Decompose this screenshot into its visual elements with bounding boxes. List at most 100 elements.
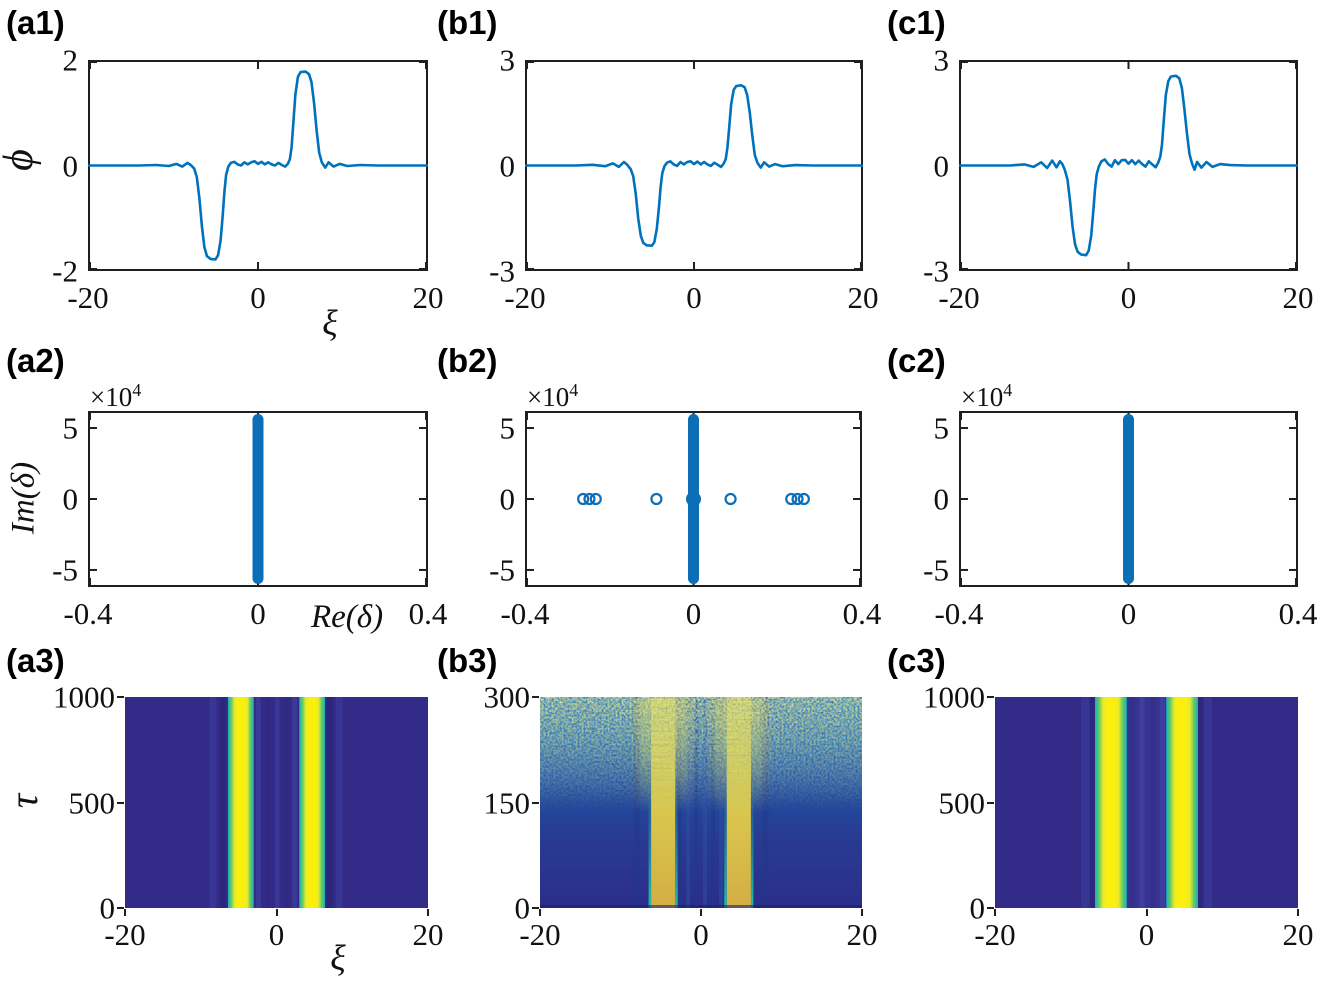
heatmap-faint-stripe [292,697,298,908]
eigenvalue-circle [724,492,737,506]
heatmap-faint-stripe [209,697,217,908]
panel-b2-plot [525,411,862,587]
panel-a3-plot [125,697,428,908]
panel-label-b1: (b1) [437,4,498,41]
eigenvalue-circle [791,492,804,506]
y-tick-label-a1: 0 [62,148,79,183]
heatmap-faint-stripe [326,697,333,908]
x-tick-label-a1: -20 [67,280,109,315]
x-tick-label-b3: 0 [693,917,709,952]
x-tick-label-b1: 20 [847,280,879,315]
soliton-profile-curve [88,70,428,261]
x-tick-label-a2: 0.4 [408,596,448,631]
exponent-label-b2: ×104 [527,380,579,412]
y-tick-label-b2: 0 [499,481,516,517]
eigenvalue-circle [577,492,590,506]
y-tick-label-c3: 1000 [923,679,985,715]
panel-label-c2: (c2) [887,342,946,379]
x-tick-label-b3: -20 [519,917,561,952]
eigenvalue-circle [583,492,596,506]
y-tick-label-a2: 5 [62,410,79,446]
x-tick-mark [700,909,702,916]
panel-b1-plot [525,60,863,271]
panel-a1-plot [88,60,428,271]
heatmap-faint-stripe [1203,697,1213,908]
x-tick-label-c3: 20 [1282,917,1314,952]
y-tick-label-a1: -2 [52,253,78,289]
x-tick-label-b2: 0 [685,596,702,631]
x-tick-label-c3: -20 [974,917,1016,952]
x-tick-label-c2: -0.4 [934,596,984,631]
panel-c3-plot [995,697,1298,908]
y-tick-label-c3: 500 [938,785,986,820]
y-tick-label-c3: 0 [969,890,986,926]
heatmap-faint-stripe [274,697,280,908]
x-tick-label-b2: 0.4 [842,596,882,631]
y-tick-label-a3: 500 [68,785,116,820]
y-tick-label-b1: 0 [499,148,516,183]
y-tick-mark [532,907,539,909]
x-tick-label-c2: 0 [1120,596,1137,631]
x-tick-label-a1: 20 [412,280,444,315]
soliton-profile-curve [525,84,863,247]
x-tick-label-b2: -0.4 [500,596,550,631]
heatmap-faint-stripe [265,697,271,908]
x-tick-label-b1: -20 [504,280,546,315]
x-axis-label-xi-row1: ξ [322,303,338,343]
y-tick-label-b3: 300 [483,679,531,715]
eigenvalue-circle [797,492,810,506]
heatmap-faint-stripe [1080,697,1090,908]
y-tick-label-c2: -5 [923,552,949,588]
panel-label-c1: (c1) [887,4,946,41]
y-tick-label-c2: 5 [933,410,950,446]
x-tick-mark [861,909,863,916]
x-tick-mark [994,909,996,916]
y-tick-label-c2: 0 [933,481,950,517]
x-tick-label-c3: 0 [1138,917,1155,952]
x-tick-label-b3: 20 [846,917,878,952]
x-tick-label-c1: 0 [1120,280,1137,315]
y-tick-label-c1: 3 [933,42,950,78]
panel-label-b2: (b2) [437,342,498,379]
soliton-profile-curve [959,74,1298,257]
eigenvalue-circle [785,492,798,506]
soliton-stripe [1094,697,1127,908]
heatmap-bottom-line [540,905,862,908]
y-tick-mark [987,696,994,698]
x-tick-mark [1297,909,1299,916]
x-tick-label-a3: 0 [268,917,285,952]
y-tick-label-b2: 5 [499,410,516,446]
panel-label-b3: (b3) [437,642,498,679]
x-tick-label-c1: 20 [1282,280,1314,315]
eigenvalue-origin-dot [686,491,701,507]
heatmap-faint-stripe [1090,697,1097,908]
y-tick-mark [987,907,994,909]
panel-label-c3: (c3) [887,642,946,679]
heatmap-faint-stripe [335,697,343,908]
y-tick-label-a1: 2 [62,42,79,78]
soliton-stripe [228,697,254,908]
soliton-stripe [1166,697,1199,908]
panel-c2-plot [959,411,1298,587]
y-tick-label-b3: 150 [483,785,531,820]
y-tick-label-a2: -5 [52,552,78,588]
heatmap-faint-stripe [1139,697,1145,908]
x-tick-label-a3: -20 [104,917,146,952]
y-tick-label-a3: 1000 [53,679,115,715]
y-tick-label-b1: 3 [499,42,516,78]
soliton-stripe [299,697,325,908]
heatmap-faint-stripe [1196,697,1203,908]
y-tick-label-b1: -3 [489,253,515,289]
x-tick-mark [124,909,126,916]
heatmap-faint-stripe [1149,697,1156,908]
x-tick-label-b1: 0 [686,280,702,315]
heatmap-faint-stripe [1117,697,1176,908]
y-tick-mark [987,801,994,804]
panel-c1-plot [959,60,1298,271]
x-axis-label-xi-row3: ξ [330,938,346,978]
x-tick-label-a2: 0 [250,596,266,631]
y-tick-mark [532,801,539,804]
x-axis-label-re-delta: Re(δ) [310,599,384,635]
x-tick-mark [539,909,541,916]
